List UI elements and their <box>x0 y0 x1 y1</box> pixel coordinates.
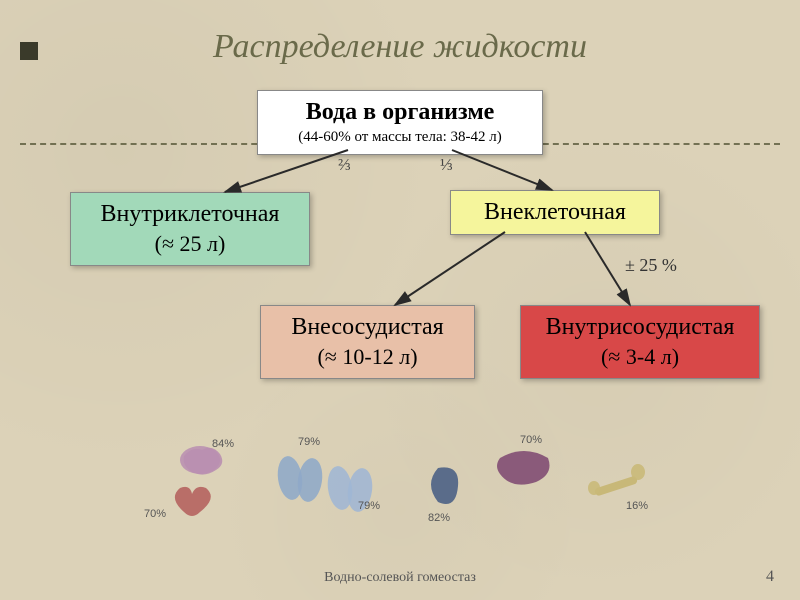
pct-25: ± 25 % <box>625 255 677 276</box>
l2r-val: (≈ 3-4 л) <box>535 343 745 372</box>
organs-row: 84%70%79%79%82%70%16% <box>150 420 650 530</box>
l2r-title: Внутрисосудистая <box>535 312 745 343</box>
footer-text: Водно-солевой гомеостаз <box>0 570 800 586</box>
organ-label-heart: 70% <box>144 508 166 520</box>
box-water-title: Вода в организме <box>272 97 528 128</box>
slide-title: Распределение жидкости <box>0 28 800 66</box>
organ-label-brain: 84% <box>212 438 234 450</box>
organ-label-bone: 16% <box>626 500 648 512</box>
fraction-two-thirds: ⅔ <box>338 155 351 175</box>
organs-svg <box>150 420 650 530</box>
l2l-val: (≈ 10-12 л) <box>275 343 460 372</box>
box-water-sub: (44-60% от массы тела: 38-42 л) <box>272 128 528 148</box>
organ-label-lung2: 79% <box>358 500 380 512</box>
l1l-val: (≈ 25 л) <box>85 230 295 259</box>
organ-label-lungs: 79% <box>298 436 320 448</box>
l1r-title: Внеклеточная <box>465 197 645 228</box>
box-water-body: Вода в организме (44-60% от массы тела: … <box>257 90 543 155</box>
organ-label-liver: 70% <box>520 434 542 446</box>
box-intravascular: Внутрисосудистая (≈ 3-4 л) <box>520 305 760 379</box>
box-extravascular: Внесосудистая (≈ 10-12 л) <box>260 305 475 379</box>
page-number: 4 <box>766 568 774 586</box>
l1l-title: Внутриклеточная <box>85 199 295 230</box>
box-extracellular: Внеклеточная <box>450 190 660 235</box>
l2l-title: Внесосудистая <box>275 312 460 343</box>
fraction-one-third: ⅓ <box>440 155 453 175</box>
box-intracellular: Внутриклеточная (≈ 25 л) <box>70 192 310 266</box>
organ-label-kidney: 82% <box>428 512 450 524</box>
